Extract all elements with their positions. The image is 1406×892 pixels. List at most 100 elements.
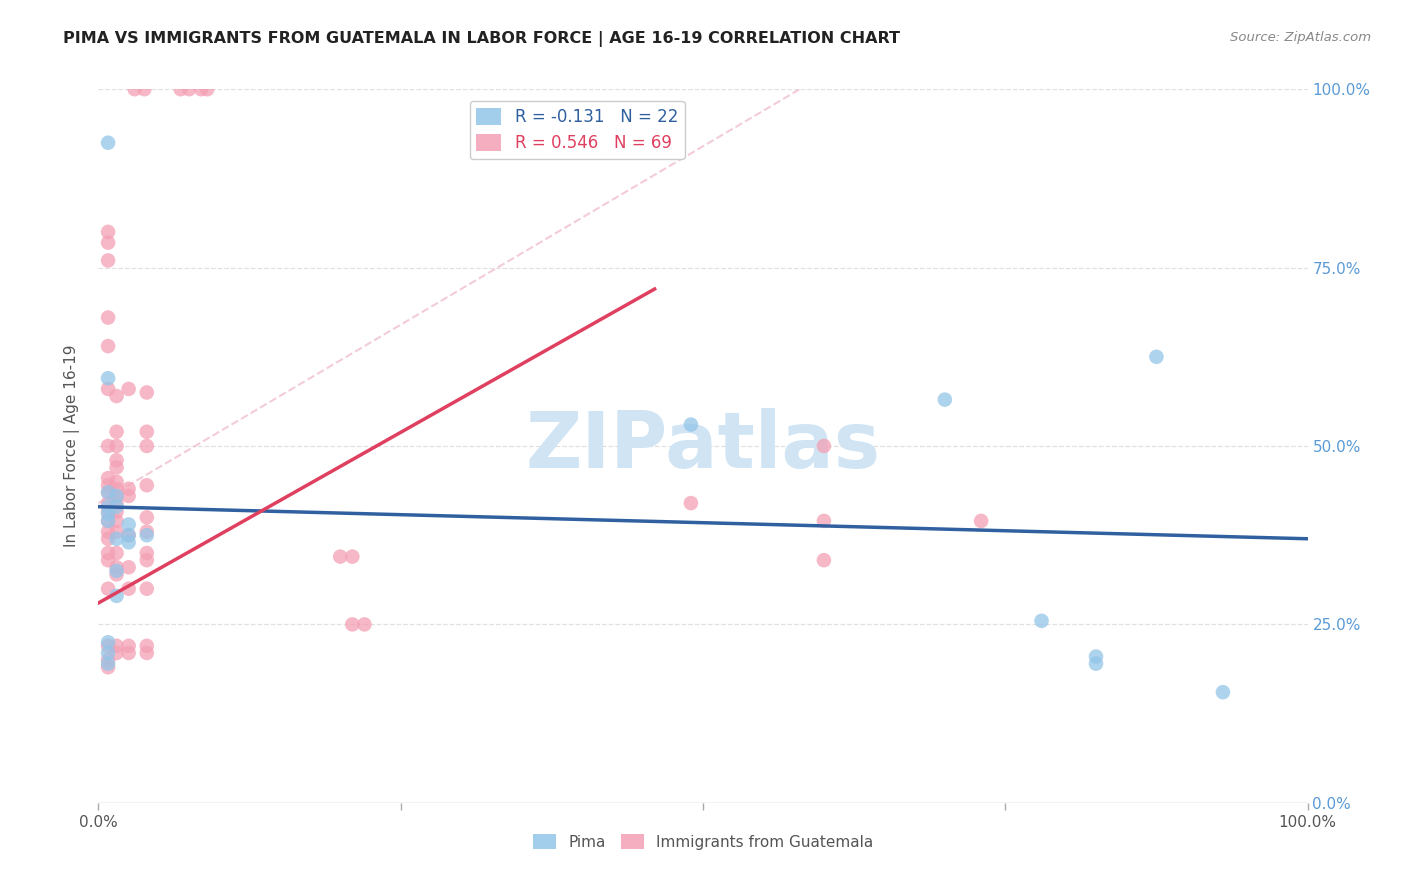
Point (813, 439, 835, 453)
Point (118, 489, 141, 503)
Point (105, 514, 128, 528)
Point (105, 496, 128, 510)
Point (135, 425, 157, 439)
Point (118, 582, 141, 596)
Point (135, 546, 157, 560)
Point (105, 489, 128, 503)
Point (195, 82, 218, 96)
Point (135, 553, 157, 567)
Point (97, 471, 120, 485)
Point (97, 657, 120, 671)
Point (934, 392, 956, 407)
Point (97, 660, 120, 674)
Point (97, 653, 120, 667)
Point (97, 478, 120, 492)
Point (342, 617, 364, 632)
Point (679, 496, 702, 510)
Point (135, 639, 157, 653)
Point (105, 532, 128, 546)
Point (97, 582, 120, 596)
Point (105, 589, 128, 603)
Text: ZIPatlas: ZIPatlas (526, 408, 880, 484)
Point (97, 639, 120, 653)
Point (97, 310, 120, 325)
Point (118, 560, 141, 574)
Point (105, 482, 128, 496)
Point (1085, 649, 1108, 664)
Point (97, 532, 120, 546)
Point (105, 546, 128, 560)
Point (105, 489, 128, 503)
Point (105, 500, 128, 514)
Point (118, 528, 141, 542)
Point (97, 136, 120, 150)
Point (97, 546, 120, 560)
Point (97, 439, 120, 453)
Point (118, 639, 141, 653)
Point (97, 371, 120, 385)
Point (97, 507, 120, 521)
Point (679, 417, 702, 432)
Y-axis label: In Labor Force | Age 16-19: In Labor Force | Age 16-19 (63, 344, 80, 548)
Point (105, 425, 128, 439)
Point (97, 496, 120, 510)
Point (329, 549, 352, 564)
Point (97, 485, 120, 500)
Point (135, 439, 157, 453)
Point (135, 524, 157, 539)
Point (97, 382, 120, 396)
Point (1085, 657, 1108, 671)
Point (135, 478, 157, 492)
Point (105, 453, 128, 467)
Point (97, 524, 120, 539)
Point (813, 553, 835, 567)
Point (97, 225, 120, 239)
Point (135, 646, 157, 660)
Point (97, 635, 120, 649)
Point (813, 514, 835, 528)
Point (118, 646, 141, 660)
Point (118, 535, 141, 549)
Point (190, 82, 212, 96)
Point (97, 253, 120, 268)
Point (135, 528, 157, 542)
Point (105, 460, 128, 475)
Text: PIMA VS IMMIGRANTS FROM GUATEMALA IN LABOR FORCE | AGE 16-19 CORRELATION CHART: PIMA VS IMMIGRANTS FROM GUATEMALA IN LAB… (63, 31, 900, 47)
Point (97, 514, 120, 528)
Point (134, 82, 156, 96)
Point (135, 582, 157, 596)
Point (1146, 350, 1168, 364)
Point (105, 639, 128, 653)
Point (118, 528, 141, 542)
Point (105, 560, 128, 574)
Point (97, 339, 120, 353)
Point (970, 514, 993, 528)
Point (179, 82, 201, 96)
Point (97, 646, 120, 660)
Point (105, 439, 128, 453)
Point (1212, 685, 1234, 699)
Point (105, 564, 128, 578)
Point (353, 617, 375, 632)
Point (1031, 614, 1053, 628)
Point (105, 505, 128, 519)
Legend: Pima, Immigrants from Guatemala: Pima, Immigrants from Guatemala (527, 828, 879, 855)
Point (97, 485, 120, 500)
Point (135, 385, 157, 400)
Point (342, 549, 364, 564)
Point (118, 382, 141, 396)
Point (105, 475, 128, 489)
Point (118, 482, 141, 496)
Point (105, 646, 128, 660)
Point (118, 517, 141, 532)
Point (105, 389, 128, 403)
Point (97, 500, 120, 514)
Point (97, 505, 120, 519)
Point (169, 82, 191, 96)
Text: Source: ZipAtlas.com: Source: ZipAtlas.com (1230, 31, 1371, 45)
Point (97, 514, 120, 528)
Point (97, 553, 120, 567)
Point (97, 235, 120, 250)
Point (105, 567, 128, 582)
Point (135, 510, 157, 524)
